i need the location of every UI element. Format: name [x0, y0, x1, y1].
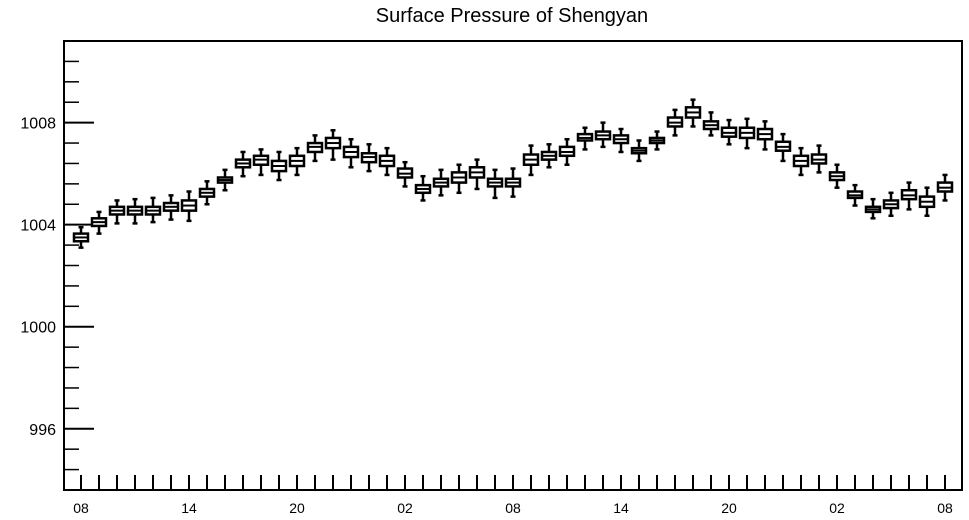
box-whisker	[540, 143, 558, 169]
box-whisker	[936, 173, 954, 202]
box-whisker	[594, 121, 612, 149]
box-whisker	[810, 144, 828, 174]
box-whisker	[126, 197, 144, 225]
y-tick-label: 1000	[20, 320, 56, 337]
box-whisker	[486, 168, 504, 200]
box-whisker	[756, 120, 774, 151]
y-tick-label: 1004	[20, 218, 56, 235]
box-whisker	[72, 225, 90, 249]
box-whisker	[306, 134, 324, 163]
plot-frame	[63, 40, 963, 491]
box-whisker	[504, 167, 522, 198]
box-whisker	[324, 129, 342, 161]
x-tick-label: 14	[181, 500, 197, 516]
box-whisker	[702, 111, 720, 137]
box-whisker	[576, 126, 594, 151]
box-whisker	[666, 108, 684, 137]
box-whisker	[846, 183, 864, 207]
y-tick-label: 996	[29, 422, 56, 439]
box-whisker	[90, 210, 108, 235]
x-tick-label: 08	[937, 500, 953, 516]
y-axis: 996 1000 1004 1008	[20, 40, 94, 491]
box-whisker	[414, 174, 432, 202]
box-whisker	[720, 118, 738, 146]
x-tick-label: 02	[829, 500, 845, 516]
x-tick-label: 08	[73, 500, 89, 516]
box-whisker	[234, 150, 252, 178]
box-whisker	[522, 144, 540, 177]
box-whisker	[630, 139, 648, 163]
box-whisker	[828, 163, 846, 189]
box-whisker	[900, 181, 918, 211]
chart-title: Surface Pressure of Shengyan	[376, 5, 648, 27]
box-whisker	[648, 130, 666, 151]
box-whisker	[288, 146, 306, 177]
box-whisker	[882, 191, 900, 218]
box-whisker	[396, 160, 414, 188]
box-whisker	[864, 197, 882, 220]
box-whisker	[360, 143, 378, 173]
box-whisker	[738, 117, 756, 150]
x-tick-label: 20	[721, 500, 737, 516]
box-whisker	[108, 199, 126, 225]
box-whisker	[450, 163, 468, 195]
box-whisker	[468, 158, 486, 191]
box-whisker	[198, 180, 216, 206]
box-whisker	[144, 196, 162, 224]
x-tick-label: 14	[613, 500, 629, 516]
box-whisker	[432, 168, 450, 197]
box-whisker	[918, 186, 936, 218]
boxes-group	[72, 98, 954, 249]
box-whisker	[558, 137, 576, 166]
box-whisker	[792, 146, 810, 177]
x-tick-label: 08	[505, 500, 521, 516]
x-tick-label: 02	[397, 500, 413, 516]
box-whisker	[378, 146, 396, 177]
y-tick-label: 1008	[20, 116, 56, 133]
box-whisker	[180, 190, 198, 223]
box-whisker	[774, 132, 792, 163]
box-whisker	[162, 194, 180, 221]
box-whisker	[216, 168, 234, 192]
x-tick-label: 20	[289, 500, 305, 516]
box-whisker	[270, 150, 288, 182]
x-axis: 08 14 20 02 08 14 20 02 08	[73, 475, 953, 516]
box-whisker	[684, 98, 702, 128]
box-whisker	[252, 148, 270, 177]
box-whisker	[612, 127, 630, 154]
box-whisker	[342, 137, 360, 169]
